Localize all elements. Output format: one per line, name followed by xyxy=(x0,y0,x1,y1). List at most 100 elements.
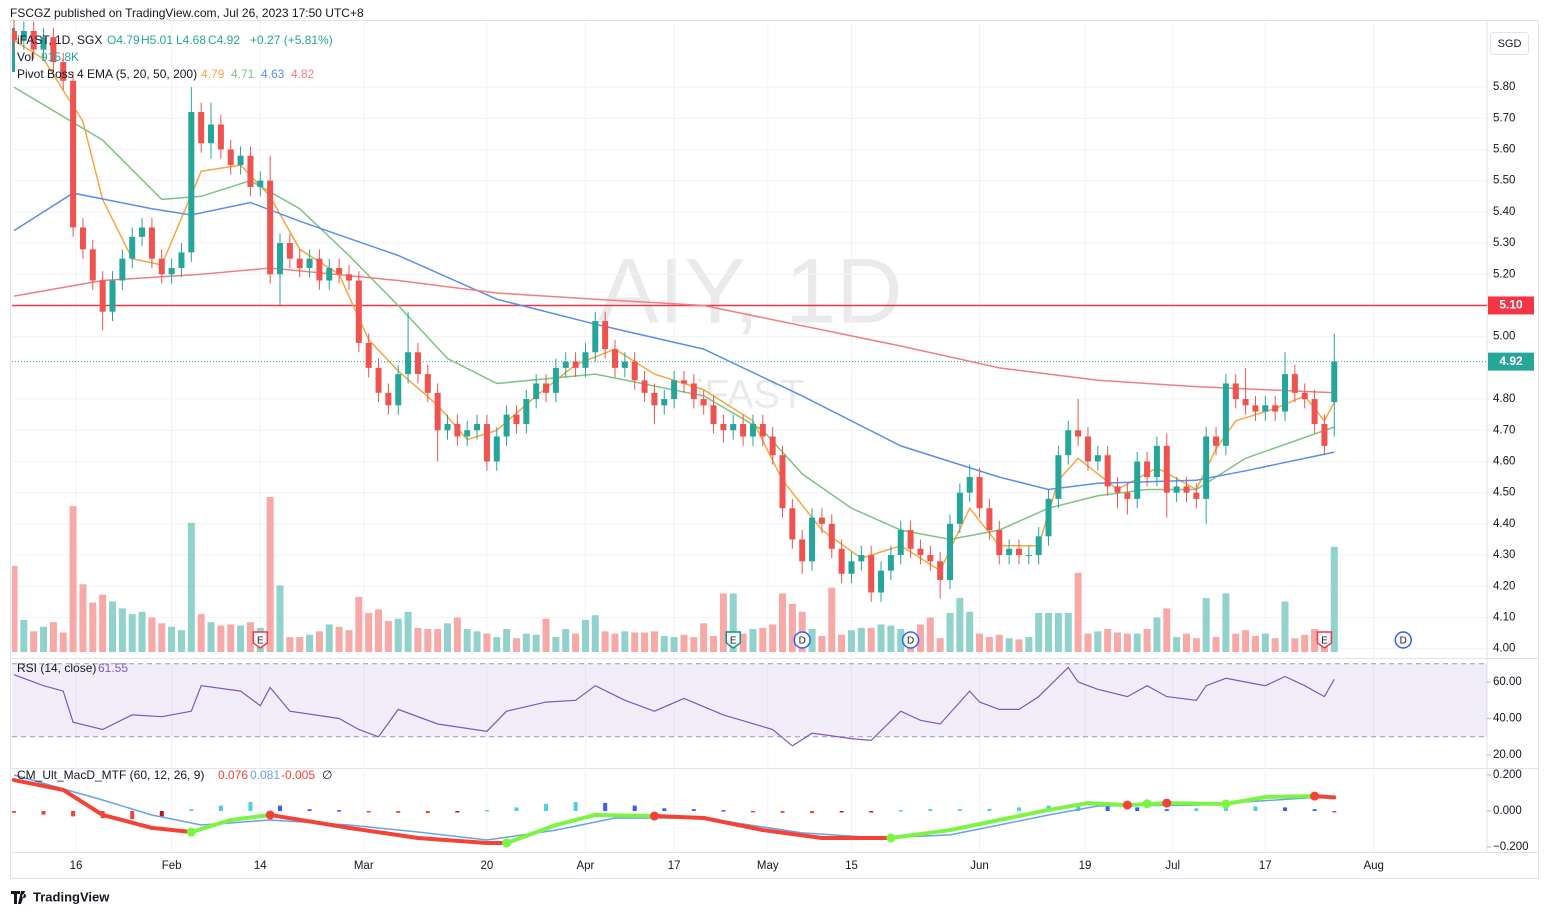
event-label: D xyxy=(907,636,914,647)
x-tick-label: 17 xyxy=(1259,860,1272,872)
volume-bar xyxy=(1261,633,1269,652)
histogram-bar xyxy=(1283,807,1288,811)
volume-bar xyxy=(30,631,38,652)
candle-body xyxy=(503,414,510,437)
volume-bar xyxy=(660,635,668,652)
candle-body xyxy=(1015,548,1022,556)
x-tick-label: Apr xyxy=(576,860,594,872)
volume-bar xyxy=(650,631,658,652)
volume-bar xyxy=(1054,612,1062,652)
volume-bar xyxy=(197,614,205,652)
volume-bar xyxy=(1025,637,1033,652)
candle-body xyxy=(1065,430,1072,456)
volume-bar xyxy=(414,627,422,652)
volume-bar xyxy=(1005,638,1013,652)
volume-bar xyxy=(40,626,48,652)
currency-label[interactable]: SGD xyxy=(1498,38,1522,50)
candle-body xyxy=(139,227,146,237)
candle-body xyxy=(217,124,224,150)
macd-segment xyxy=(997,807,1051,822)
y-tick-label: 5.80 xyxy=(1493,81,1515,93)
ohlc-legend: L4.68 xyxy=(176,33,206,47)
volume-bar xyxy=(365,612,373,652)
candle-body xyxy=(30,30,37,50)
candle-body xyxy=(1232,383,1239,400)
ohlc-legend: C4.92 xyxy=(208,33,240,47)
histogram-bar xyxy=(218,805,223,811)
legend-marker xyxy=(12,28,15,72)
candle-body xyxy=(1282,374,1289,412)
candle-body xyxy=(1153,445,1160,478)
candle-body xyxy=(1094,455,1101,462)
candle-body xyxy=(50,37,57,63)
candle-body xyxy=(474,424,481,431)
volume-bar xyxy=(867,627,875,652)
y-tick-label: 5.60 xyxy=(1493,144,1515,156)
event-label: D xyxy=(799,636,806,647)
candle-body xyxy=(60,62,67,81)
currency-button-box[interactable] xyxy=(1490,32,1529,55)
candle-body xyxy=(1055,455,1062,499)
volume-bar xyxy=(1123,633,1131,652)
candle-body xyxy=(749,424,756,437)
macd-segment xyxy=(888,828,953,840)
candle-body xyxy=(641,380,648,393)
volume-bar xyxy=(1251,635,1259,652)
x-tick-label: 17 xyxy=(668,860,681,872)
currency-button[interactable]: SGD xyxy=(1490,32,1529,55)
ohlc-legend: O4.79 xyxy=(107,33,140,47)
volume-bar xyxy=(1015,639,1023,652)
volume-bar xyxy=(680,634,688,652)
candle-body xyxy=(1045,498,1052,537)
candle-body xyxy=(838,548,845,574)
candle-body xyxy=(937,561,944,581)
volume-bar xyxy=(296,637,304,652)
histogram-bar xyxy=(189,809,194,811)
x-tick-label: 16 xyxy=(70,860,83,872)
logo-icon xyxy=(11,891,27,904)
macd-segment xyxy=(553,812,598,828)
y-tick-label: 20.00 xyxy=(1493,749,1522,761)
candle-body xyxy=(464,430,471,437)
volume-bar xyxy=(1133,633,1141,652)
candle-body xyxy=(947,523,954,581)
y-tick-label: 4.80 xyxy=(1493,393,1515,405)
y-tick-label: −0.200 xyxy=(1493,841,1529,853)
candle-body xyxy=(237,155,244,166)
volume-bar xyxy=(109,601,117,652)
candle-body xyxy=(1114,486,1121,493)
candle-body xyxy=(887,555,894,571)
y-tick-label: 4.20 xyxy=(1493,580,1515,592)
histogram-bar xyxy=(248,802,253,811)
ohlc-legend: H5.01 xyxy=(141,33,173,47)
volume-bar xyxy=(1094,631,1102,652)
y-tick-label: 5.50 xyxy=(1493,175,1515,187)
candle-body xyxy=(1301,392,1308,400)
candle-body xyxy=(1183,486,1190,493)
y-tick-label: 5.40 xyxy=(1493,206,1515,218)
y-tick-label: 4.40 xyxy=(1493,518,1515,530)
volume-bar xyxy=(49,622,57,652)
candle-body xyxy=(1075,430,1082,437)
volume-bar xyxy=(168,626,176,652)
ema-legend-name: Pivot Boss 4 EMA (5, 20, 50, 200) xyxy=(17,67,197,81)
y-tick-label: 60.00 xyxy=(1493,676,1522,688)
candle-body xyxy=(1242,399,1249,406)
candle-body xyxy=(148,227,155,259)
histogram-bar xyxy=(1253,806,1258,811)
candle-body xyxy=(533,383,540,400)
candle-body xyxy=(158,258,165,275)
volume-bar xyxy=(424,629,432,652)
candle-body xyxy=(779,455,786,509)
macd-legend-value: 0.076 xyxy=(218,768,248,782)
rsi-band xyxy=(12,663,1487,737)
candle-body xyxy=(730,424,737,431)
volume-bar xyxy=(749,629,757,652)
candle-body xyxy=(188,112,195,253)
ema-legend-value: 4.82 xyxy=(291,67,315,81)
signal-legend-value: 0.081 xyxy=(250,768,280,782)
volume-bar xyxy=(1114,632,1122,652)
volume-bar xyxy=(739,633,747,652)
volume-bar xyxy=(601,631,609,652)
volume-bar xyxy=(976,633,984,652)
